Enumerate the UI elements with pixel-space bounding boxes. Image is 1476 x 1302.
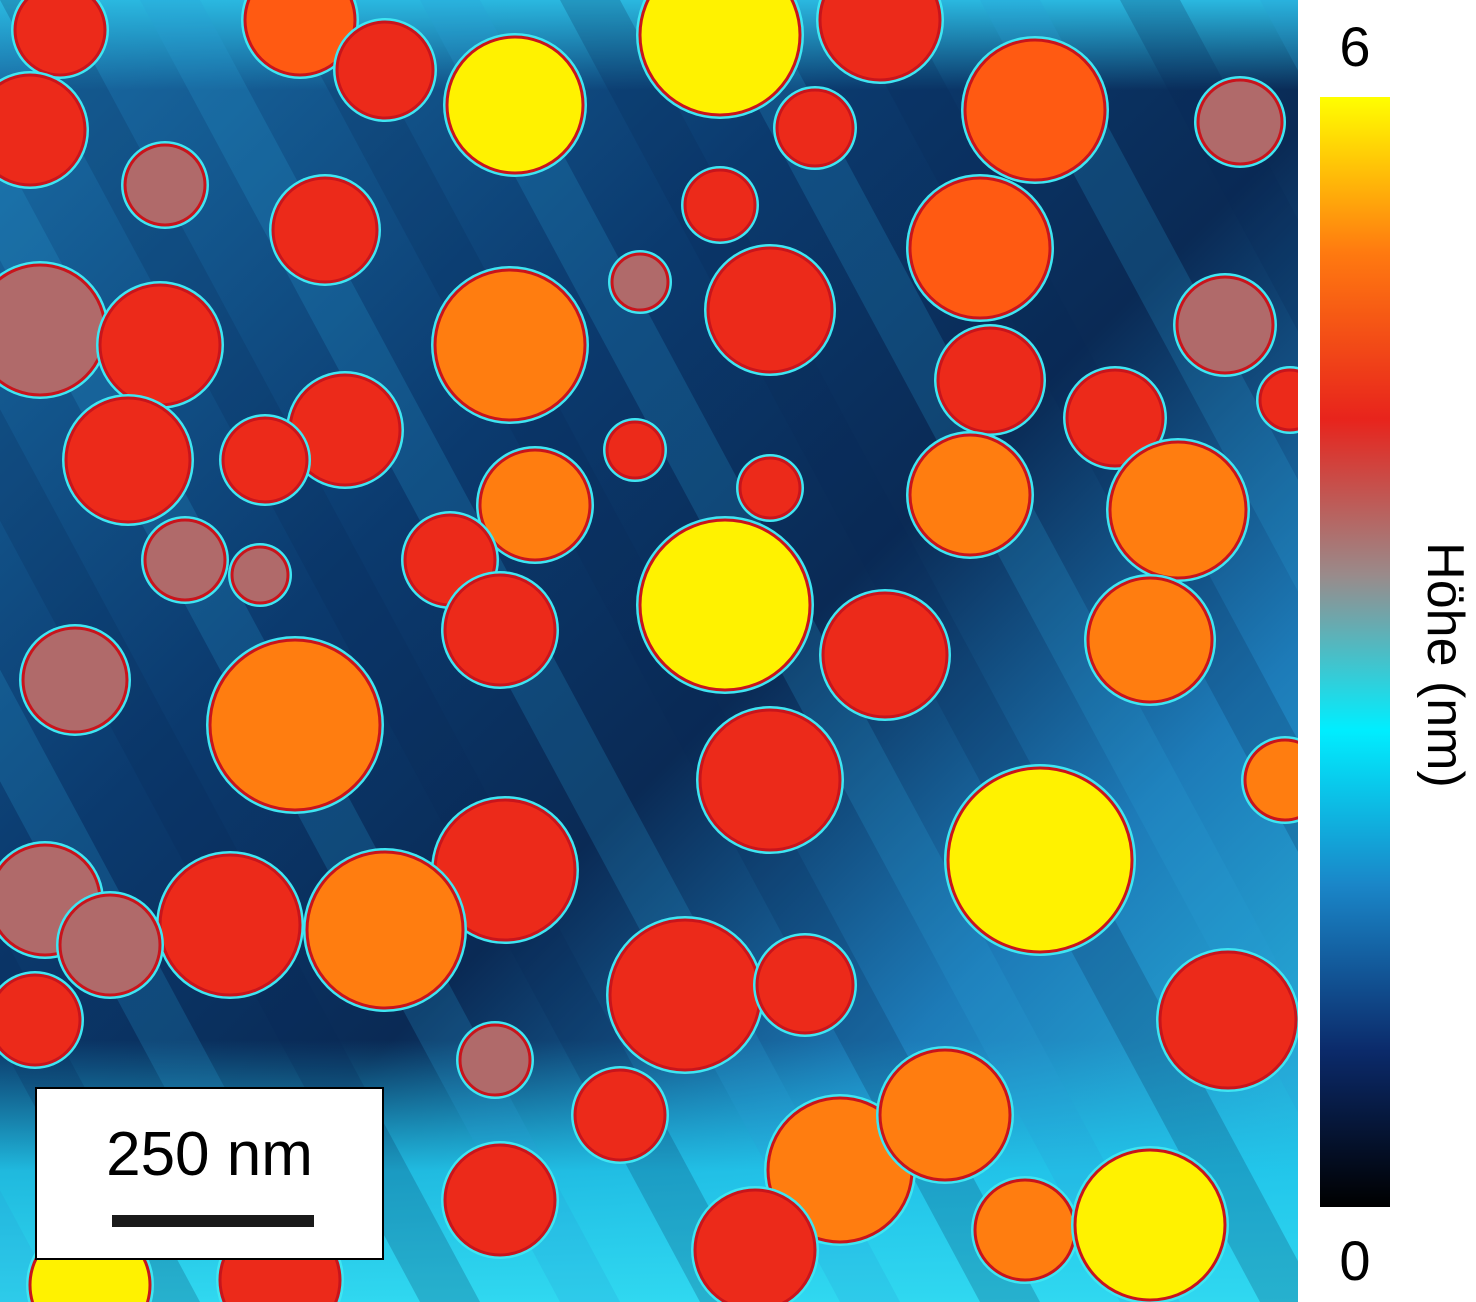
island (775, 88, 855, 168)
island (335, 20, 435, 120)
island (230, 545, 290, 605)
island (608, 918, 762, 1072)
island (13, 0, 107, 77)
island (738, 456, 802, 520)
island (963, 38, 1107, 182)
island (1158, 950, 1298, 1090)
island (908, 176, 1052, 320)
island (878, 1048, 1012, 1182)
island (443, 1143, 557, 1257)
island (605, 420, 665, 480)
scale-bar: 250 nm (35, 1087, 384, 1260)
colorbar (1320, 97, 1390, 1207)
colorbar-min-label: 0 (1339, 1229, 1371, 1292)
island (0, 973, 82, 1067)
island (158, 853, 302, 997)
island (1258, 368, 1298, 432)
island (818, 0, 942, 82)
island (610, 252, 670, 312)
afm-height-map (0, 0, 1298, 1302)
island (143, 518, 227, 602)
island (946, 766, 1134, 954)
island (706, 246, 834, 374)
island (271, 176, 379, 284)
terrace-stripe (1120, 0, 1298, 332)
island (755, 935, 855, 1035)
terrace-stripe (1260, 0, 1298, 71)
island (1175, 275, 1275, 375)
island (693, 1188, 817, 1302)
island (1086, 576, 1214, 704)
island (243, 0, 357, 77)
island (208, 638, 382, 812)
island (58, 893, 162, 997)
island (478, 448, 592, 562)
island (683, 168, 757, 242)
island (123, 143, 207, 227)
island (698, 708, 842, 852)
island (973, 1178, 1077, 1282)
island (98, 283, 222, 407)
island (64, 396, 192, 524)
island (1108, 440, 1248, 580)
island (221, 416, 309, 504)
island (936, 326, 1044, 434)
island (443, 573, 557, 687)
island (433, 268, 587, 422)
island (1196, 78, 1284, 166)
scale-bar-label: 250 nm (106, 1120, 313, 1189)
terrace-stripe (700, 0, 1298, 1113)
island (458, 1023, 532, 1097)
island (1243, 738, 1298, 822)
island (0, 73, 87, 187)
islands (0, 0, 1298, 1302)
island (638, 518, 812, 692)
island (908, 433, 1032, 557)
island (638, 0, 802, 117)
colorbar-max-label: 6 (1339, 15, 1371, 78)
island (573, 1068, 667, 1162)
island (821, 591, 949, 719)
scale-bar-line (112, 1215, 314, 1227)
island (1065, 368, 1165, 468)
island (445, 35, 585, 175)
island (1073, 1148, 1227, 1302)
island (305, 850, 465, 1010)
island (21, 626, 129, 734)
colorbar-title: Höhe (nm) (1416, 542, 1474, 788)
